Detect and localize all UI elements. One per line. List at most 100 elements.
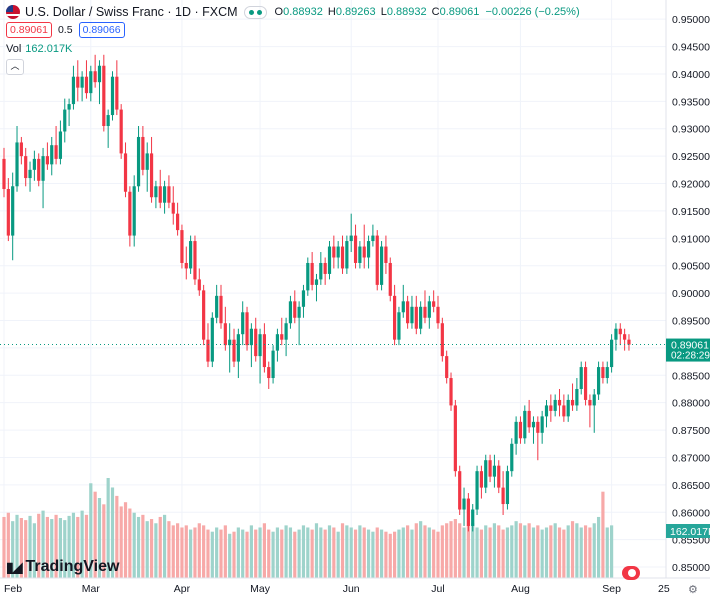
- buy-button[interactable]: 0.89066: [78, 22, 125, 38]
- candle: [345, 235, 349, 274]
- candle: [149, 136, 154, 203]
- candle-body: [11, 186, 15, 236]
- volume-bar: [63, 520, 67, 578]
- volume-bar: [384, 531, 388, 578]
- candle: [297, 301, 301, 346]
- volume-bar: [353, 529, 358, 578]
- candle-body: [610, 339, 614, 368]
- volume-bar: [50, 519, 54, 578]
- candle-body: [223, 323, 227, 346]
- volume-bar: [349, 527, 353, 578]
- price-tick-label: 0.94500: [672, 42, 710, 54]
- time-tick-label: Apr: [174, 583, 191, 595]
- candle: [58, 120, 63, 165]
- candle: [171, 186, 175, 225]
- volume-bar: [327, 525, 332, 578]
- candle-body: [393, 295, 397, 340]
- volume-bar: [427, 527, 431, 578]
- candle-body: [275, 334, 280, 351]
- last-price-value: 0.89061: [671, 340, 709, 352]
- candle: [362, 224, 366, 269]
- sell-button[interactable]: 0.89061: [6, 22, 52, 38]
- symbol-title[interactable]: U.S. Dollar / Swiss Franc · 1D · FXCM: [25, 5, 238, 19]
- settings-gear-icon[interactable]: ⚙: [688, 584, 698, 596]
- candle: [45, 142, 49, 170]
- volume-bar: [115, 495, 119, 578]
- candle: [410, 295, 414, 329]
- volume-bar: [518, 523, 523, 578]
- volume-legend: Vol 162.017K: [6, 43, 72, 55]
- candle: [479, 465, 483, 499]
- candle: [523, 405, 527, 444]
- collapse-legend-chevron-up-icon[interactable]: ︿: [6, 59, 24, 75]
- candle: [80, 71, 84, 102]
- candle-body: [588, 399, 592, 406]
- market-status-icon[interactable]: [243, 5, 267, 19]
- volume-bar: [149, 519, 154, 578]
- volume-bar: [15, 514, 19, 578]
- candle-body: [232, 339, 236, 362]
- candle: [128, 186, 132, 247]
- candle-body: [601, 367, 605, 379]
- candle-body: [193, 241, 197, 280]
- candle: [570, 383, 575, 411]
- logo-text: TradingView: [25, 558, 120, 575]
- candle-body: [258, 334, 262, 357]
- volume-bar: [215, 527, 219, 578]
- price-tick-label: 0.93500: [672, 96, 710, 108]
- volume-bar: [184, 525, 188, 578]
- candle-body: [24, 156, 28, 179]
- volume-bar: [484, 525, 488, 578]
- candle: [310, 252, 314, 291]
- candle: [453, 399, 457, 477]
- volume-bar: [579, 527, 583, 578]
- candle-body: [562, 405, 566, 417]
- candle: [432, 290, 436, 313]
- candle-body: [327, 246, 332, 274]
- candle-body: [453, 405, 457, 472]
- candle-body: [540, 416, 544, 433]
- candle: [288, 295, 293, 329]
- candle-body: [58, 131, 63, 159]
- flag-indicator-icon[interactable]: [622, 566, 640, 580]
- candle-body: [15, 142, 19, 187]
- volume-bar: [67, 515, 71, 578]
- volume-bar: [102, 504, 106, 578]
- time-axis-cut: 25: [658, 583, 670, 595]
- volume-bar: [132, 512, 136, 578]
- candle-body: [110, 76, 115, 116]
- candle-body: [54, 145, 58, 159]
- candle: [284, 317, 288, 357]
- candle: [115, 60, 119, 116]
- candle: [406, 295, 410, 329]
- candle-body: [475, 471, 479, 510]
- candle: [84, 60, 89, 99]
- candle: [293, 290, 297, 324]
- candle: [536, 416, 540, 461]
- candle-body: [84, 76, 89, 94]
- volume-bar: [89, 483, 93, 578]
- candle: [323, 257, 327, 285]
- volume-bar: [605, 527, 609, 578]
- volume-bar: [366, 529, 371, 578]
- volume-bar: [419, 521, 423, 578]
- volume-bar: [458, 523, 462, 578]
- volume-bar: [180, 527, 184, 578]
- volume-bar: [97, 498, 102, 578]
- time-tick-label: Jul: [431, 583, 444, 595]
- volume-bar: [449, 521, 453, 578]
- volume-bar: [466, 525, 470, 578]
- candle-body: [123, 153, 128, 192]
- candle: [306, 257, 310, 296]
- candle-body: [145, 153, 149, 170]
- tradingview-logo[interactable]: ▮◢ TradingView: [6, 557, 119, 577]
- volume-bar: [93, 491, 97, 578]
- candle: [583, 361, 588, 406]
- candle: [145, 142, 149, 192]
- candle-body: [397, 312, 401, 340]
- volume-bar: [119, 506, 123, 578]
- candle: [349, 213, 353, 253]
- candle-body: [549, 405, 553, 411]
- volume-bar: [228, 533, 232, 578]
